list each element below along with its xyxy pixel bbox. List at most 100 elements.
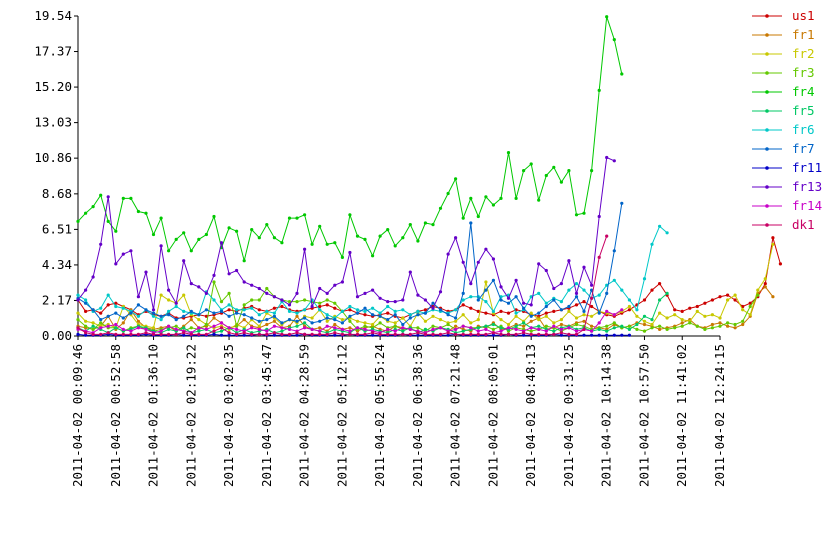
data-point [242,318,246,322]
data-point [340,332,344,336]
data-point [506,311,511,315]
data-point [159,318,163,322]
data-point [219,241,224,245]
data-point [590,324,594,328]
data-point [665,327,669,331]
data-point [333,306,337,310]
data-point [393,313,397,317]
data-point [408,316,412,320]
data-point [484,332,488,336]
x-tick-label: 2011-04-02 08:05:01 [485,344,500,487]
legend-label: fr1 [792,27,815,42]
data-point [529,319,533,323]
data-point [476,260,480,264]
data-point [280,298,284,302]
data-point [605,329,609,333]
data-point [340,318,344,322]
data-point [665,316,669,320]
data-point [393,244,397,248]
data-point [227,303,231,307]
data-point [529,311,533,315]
data-point [250,316,254,320]
data-point [167,324,171,328]
data-point [658,311,662,315]
data-point [129,311,133,315]
data-point [76,293,80,297]
data-point [756,293,760,297]
data-point [423,327,427,331]
data-point [438,308,443,312]
data-point [416,293,420,297]
data-point [642,314,647,318]
data-point [476,309,480,313]
data-point [469,326,473,330]
data-point [741,308,745,312]
data-point [76,332,80,336]
data-point [688,321,692,325]
data-point [680,324,684,328]
data-point [476,298,480,302]
x-tick-label: 2011-04-02 05:55:24 [372,344,387,487]
data-point [151,314,156,318]
data-point [476,332,480,336]
data-point [605,333,609,337]
data-point [136,332,140,336]
data-point [99,193,103,197]
data-point [491,333,495,337]
data-point [204,327,208,331]
x-tick-label: 2011-04-02 04:28:59 [297,344,312,487]
y-tick-label: 10.86 [34,150,72,165]
data-point [567,259,571,263]
data-point [499,318,503,322]
data-point [129,329,133,333]
data-point [121,321,125,325]
data-point [499,329,503,333]
data-point [620,308,624,312]
data-point [235,229,239,233]
data-point [567,169,571,173]
data-point [242,313,246,317]
data-point [227,291,231,295]
data-point [461,329,465,333]
data-point [544,329,548,333]
data-point [265,322,269,327]
data-point [144,308,148,312]
series-fr7 [76,201,624,327]
data-point [537,332,541,336]
data-point [378,234,382,238]
series-us1 [76,236,783,320]
data-point [680,321,684,325]
data-point [182,293,186,297]
data-point [265,223,269,227]
data-point [748,313,752,317]
data-point [574,295,579,299]
data-point [446,313,450,317]
data-point [303,332,307,336]
data-point [378,311,382,315]
data-point [627,333,632,337]
data-point [605,234,609,238]
data-point [325,303,329,307]
data-point [227,326,231,330]
data-point [318,329,322,333]
data-point [363,324,367,328]
data-point [446,191,450,196]
data-point [91,205,95,209]
data-point [219,309,224,313]
data-point [287,216,292,220]
data-point [718,295,722,299]
data-point [499,309,503,313]
data-point [378,296,382,300]
data-point [386,332,390,336]
data-point [544,324,548,328]
data-point [423,319,427,323]
data-point [174,237,178,241]
data-point [151,332,156,336]
data-point [544,304,548,309]
legend-label: fr4 [792,84,815,99]
data-point [167,298,171,302]
data-point [431,327,435,331]
data-point [189,318,193,322]
data-point [212,332,216,336]
data-point [733,322,737,327]
